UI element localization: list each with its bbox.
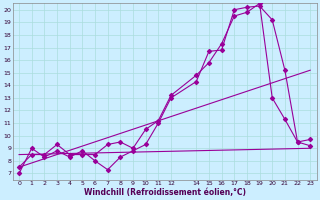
Point bbox=[168, 94, 173, 97]
X-axis label: Windchill (Refroidissement éolien,°C): Windchill (Refroidissement éolien,°C) bbox=[84, 188, 246, 197]
Point bbox=[194, 74, 199, 77]
Point bbox=[143, 128, 148, 131]
Point bbox=[257, 4, 262, 8]
Point bbox=[54, 149, 60, 152]
Point bbox=[219, 42, 224, 45]
Point bbox=[54, 143, 60, 146]
Point bbox=[80, 149, 85, 152]
Point bbox=[105, 168, 110, 171]
Point bbox=[282, 69, 287, 72]
Point bbox=[232, 14, 237, 18]
Point bbox=[105, 143, 110, 146]
Point bbox=[270, 96, 275, 100]
Point bbox=[92, 159, 98, 162]
Point bbox=[295, 140, 300, 144]
Point bbox=[92, 153, 98, 156]
Point bbox=[156, 119, 161, 122]
Point bbox=[206, 50, 212, 53]
Point bbox=[244, 11, 250, 14]
Point bbox=[143, 143, 148, 146]
Point bbox=[308, 138, 313, 141]
Point bbox=[17, 172, 22, 175]
Point bbox=[156, 121, 161, 125]
Point bbox=[29, 153, 34, 156]
Point bbox=[308, 144, 313, 147]
Point bbox=[131, 147, 136, 150]
Point bbox=[42, 153, 47, 156]
Point bbox=[270, 18, 275, 21]
Point bbox=[118, 140, 123, 144]
Point bbox=[282, 118, 287, 121]
Point bbox=[67, 153, 72, 156]
Point bbox=[67, 155, 72, 159]
Point bbox=[194, 80, 199, 83]
Point bbox=[131, 149, 136, 152]
Point bbox=[168, 96, 173, 100]
Point bbox=[257, 2, 262, 5]
Point bbox=[80, 153, 85, 156]
Point bbox=[244, 6, 250, 9]
Point bbox=[219, 48, 224, 52]
Point bbox=[118, 155, 123, 159]
Point bbox=[206, 61, 212, 64]
Point bbox=[42, 155, 47, 159]
Point bbox=[232, 8, 237, 11]
Point bbox=[295, 140, 300, 144]
Point bbox=[29, 147, 34, 150]
Point bbox=[17, 166, 22, 169]
